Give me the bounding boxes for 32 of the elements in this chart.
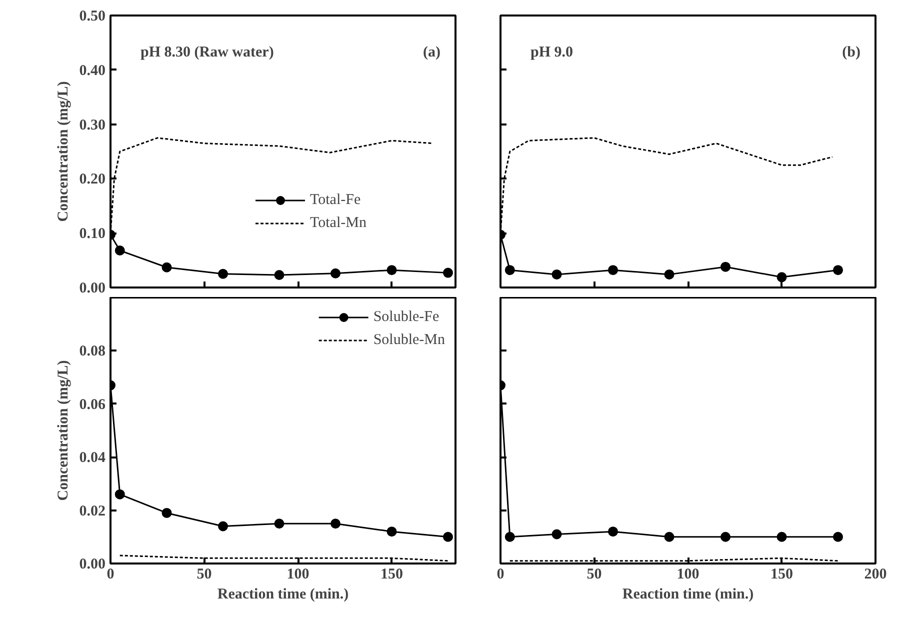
annotation: (b) [842, 44, 861, 60]
x-tick-label: 50 [196, 566, 212, 582]
annotation: pH 8.30 (Raw water) [140, 44, 274, 60]
x-tick-label: 100 [676, 566, 700, 582]
legend-label: Soluble-Fe [373, 308, 440, 326]
y-tick-label: 0.00 [79, 280, 106, 296]
x-axis-title: Reaction time (min.) [622, 586, 754, 602]
x-tick-label: 0 [106, 566, 114, 582]
y-tick-label: 0.50 [79, 8, 106, 24]
legend-label: Total-Mn [310, 214, 366, 232]
y-tick-label: 0.20 [79, 172, 106, 188]
x-tick-label: 0 [496, 566, 504, 582]
y-axis-title: Concentration (mg/L) [55, 360, 72, 501]
y-tick-label: 0.10 [79, 226, 106, 242]
y-tick-label: 0.08 [79, 344, 106, 360]
annotation: (a) [423, 44, 441, 60]
annotation: pH 9.0 [530, 44, 574, 60]
y-axis-title: Concentration (mg/L) [55, 81, 72, 222]
y-tick-label: 0.06 [79, 396, 106, 413]
x-tick-label: 50 [586, 566, 602, 582]
y-tick-label: 0.40 [79, 62, 106, 79]
legend-label: Soluble-Mn [373, 332, 445, 348]
y-tick-label: 0.04 [79, 450, 106, 466]
x-tick-label: 150 [380, 566, 403, 582]
legend-label: Total-Fe [310, 192, 361, 208]
x-tick-label: 200 [864, 566, 887, 582]
x-tick-label: 150 [770, 566, 793, 582]
x-axis-title: Reaction time (min.) [217, 586, 349, 602]
y-tick-label: 0.30 [79, 117, 106, 134]
y-tick-label: 0.02 [79, 503, 106, 520]
y-tick-label: 0.00 [79, 556, 106, 572]
x-tick-label: 100 [286, 566, 310, 582]
